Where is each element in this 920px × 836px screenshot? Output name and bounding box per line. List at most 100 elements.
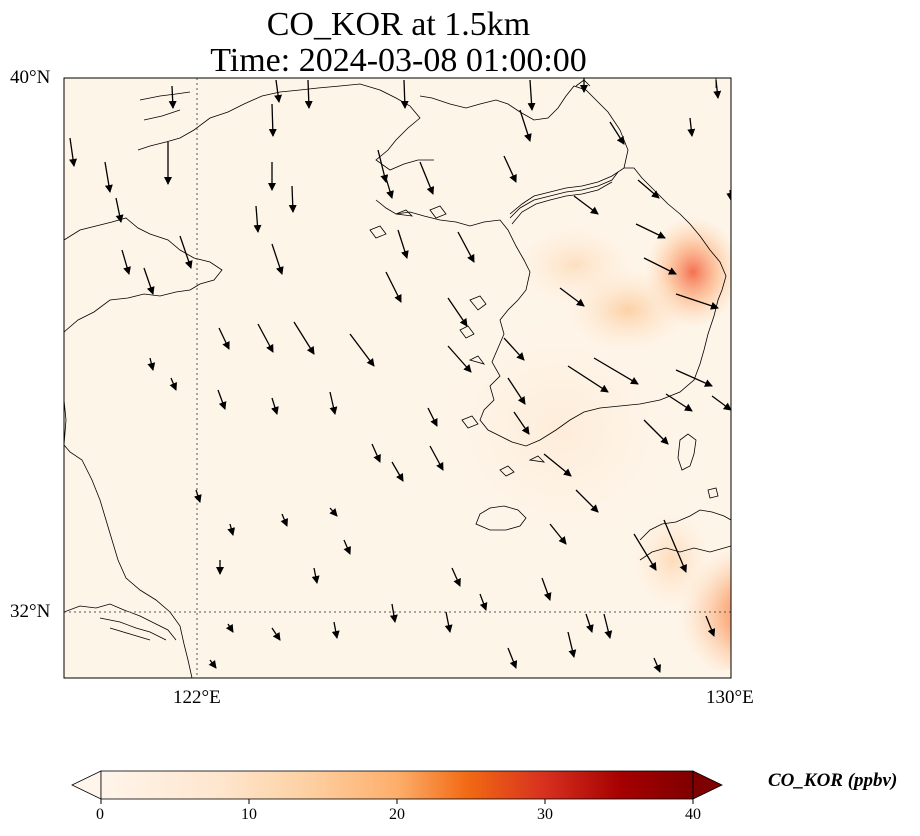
wind-arrow [567, 365, 609, 393]
coastlines [64, 78, 731, 678]
wind-arrow [169, 377, 177, 391]
wind-arrow [451, 567, 461, 587]
wind-arrow [519, 109, 532, 142]
wind-arrow [541, 577, 552, 601]
wind-arrow [457, 231, 475, 263]
wind-arrow [147, 357, 156, 371]
colorbar-tick-label-40: 40 [685, 806, 701, 823]
colorbar-tick-label-20: 20 [389, 806, 405, 823]
wind-arrow [331, 621, 340, 639]
wind-arrow [513, 411, 530, 435]
wind-arrow [447, 297, 468, 327]
wind-arrow [609, 121, 625, 145]
colorbar-extend-min [71, 770, 102, 800]
wind-arrow [507, 377, 526, 405]
wind-arrow [507, 647, 518, 669]
wind-arrow [329, 391, 338, 415]
colorbar-tick-label-0: 0 [96, 806, 104, 823]
wind-arrow [377, 149, 389, 183]
wind-arrow [575, 489, 599, 513]
wind-arrow [227, 523, 236, 536]
wind-arrow [559, 287, 585, 307]
wind-arrow [389, 603, 398, 623]
colorbar-extend-max [692, 770, 723, 800]
lat-label-32n: 32°N [10, 601, 51, 622]
wind-arrow [271, 397, 279, 415]
wind-arrow [385, 271, 402, 303]
wind-arrow [400, 79, 409, 109]
wind-arrow [271, 243, 284, 275]
wind-arrow [69, 137, 77, 167]
lat-label-40n: 40°N [10, 67, 51, 88]
wind-arrow [705, 615, 716, 637]
wind-arrow [349, 333, 375, 367]
map-time-subtitle: Time: 2024-03-08 01:00:00 [210, 42, 587, 79]
wind-arrow [179, 235, 193, 269]
wind-arrow [633, 533, 657, 571]
wind-arrow [447, 345, 472, 373]
wind-vectors [69, 78, 731, 673]
wind-arrow [713, 79, 722, 99]
colorbar [71, 770, 723, 804]
wind-arrow [643, 257, 677, 275]
wind-arrow [274, 79, 283, 103]
wind-arrow [257, 323, 274, 353]
lon-label-130e: 130°E [706, 687, 754, 708]
wind-arrow [444, 611, 453, 633]
gridlines [64, 78, 731, 678]
wind-arrow [218, 327, 230, 350]
wind-arrow [115, 197, 124, 223]
colorbar-tick-label-30: 30 [537, 806, 553, 823]
wind-arrow [687, 117, 696, 137]
wind-arrow [573, 195, 599, 215]
wind-arrow [479, 593, 488, 611]
wind-arrow [217, 389, 227, 410]
wind-arrow [143, 267, 155, 295]
colorbar-tick-label-10: 10 [241, 806, 257, 823]
wind-arrow [288, 185, 297, 213]
wind-arrow [567, 631, 577, 658]
wind-arrow [427, 407, 438, 427]
wind-arrow [637, 179, 660, 199]
wind-arrow [429, 445, 444, 471]
wind-arrow [385, 177, 394, 199]
wind-arrow [503, 155, 517, 183]
wind-arrow [663, 519, 687, 573]
wind-arrow [343, 539, 351, 555]
wind-arrow [168, 85, 177, 109]
wind-arrow [643, 419, 669, 445]
wind-arrow [304, 79, 313, 109]
wind-arrow [711, 395, 731, 411]
wind-arrow [419, 161, 435, 195]
wind-arrow [293, 321, 315, 355]
wind-arrow [391, 461, 404, 482]
lon-label-122e: 122°E [173, 687, 221, 708]
wind-arrow [397, 229, 409, 259]
wind-arrow [268, 103, 277, 137]
wind-arrow [193, 489, 202, 503]
wind-arrow [543, 453, 572, 477]
wind-arrow [311, 567, 320, 584]
wind-arrow [675, 293, 719, 310]
wind-arrow [208, 659, 217, 669]
wind-arrow [635, 223, 666, 239]
co-plume-inland [515, 225, 635, 305]
wind-arrow [653, 657, 661, 673]
colorbar-gradient [101, 771, 693, 799]
wind-arrow [329, 507, 338, 517]
wind-arrow [225, 623, 234, 633]
colorbar-ticks [100, 799, 694, 804]
wind-arrow [271, 627, 281, 641]
wind-arrow [585, 613, 594, 633]
co-plume-haze [440, 320, 680, 540]
wind-arrow [503, 337, 525, 361]
wind-arrow [549, 523, 567, 545]
wind-arrow [603, 613, 613, 639]
co-plume-south [632, 510, 712, 610]
map-frame [63, 77, 732, 679]
wind-arrow [593, 357, 639, 385]
wind-arrow [253, 205, 262, 233]
wind-arrow [104, 161, 113, 193]
map-title: CO_KOR at 1.5km [266, 6, 531, 43]
